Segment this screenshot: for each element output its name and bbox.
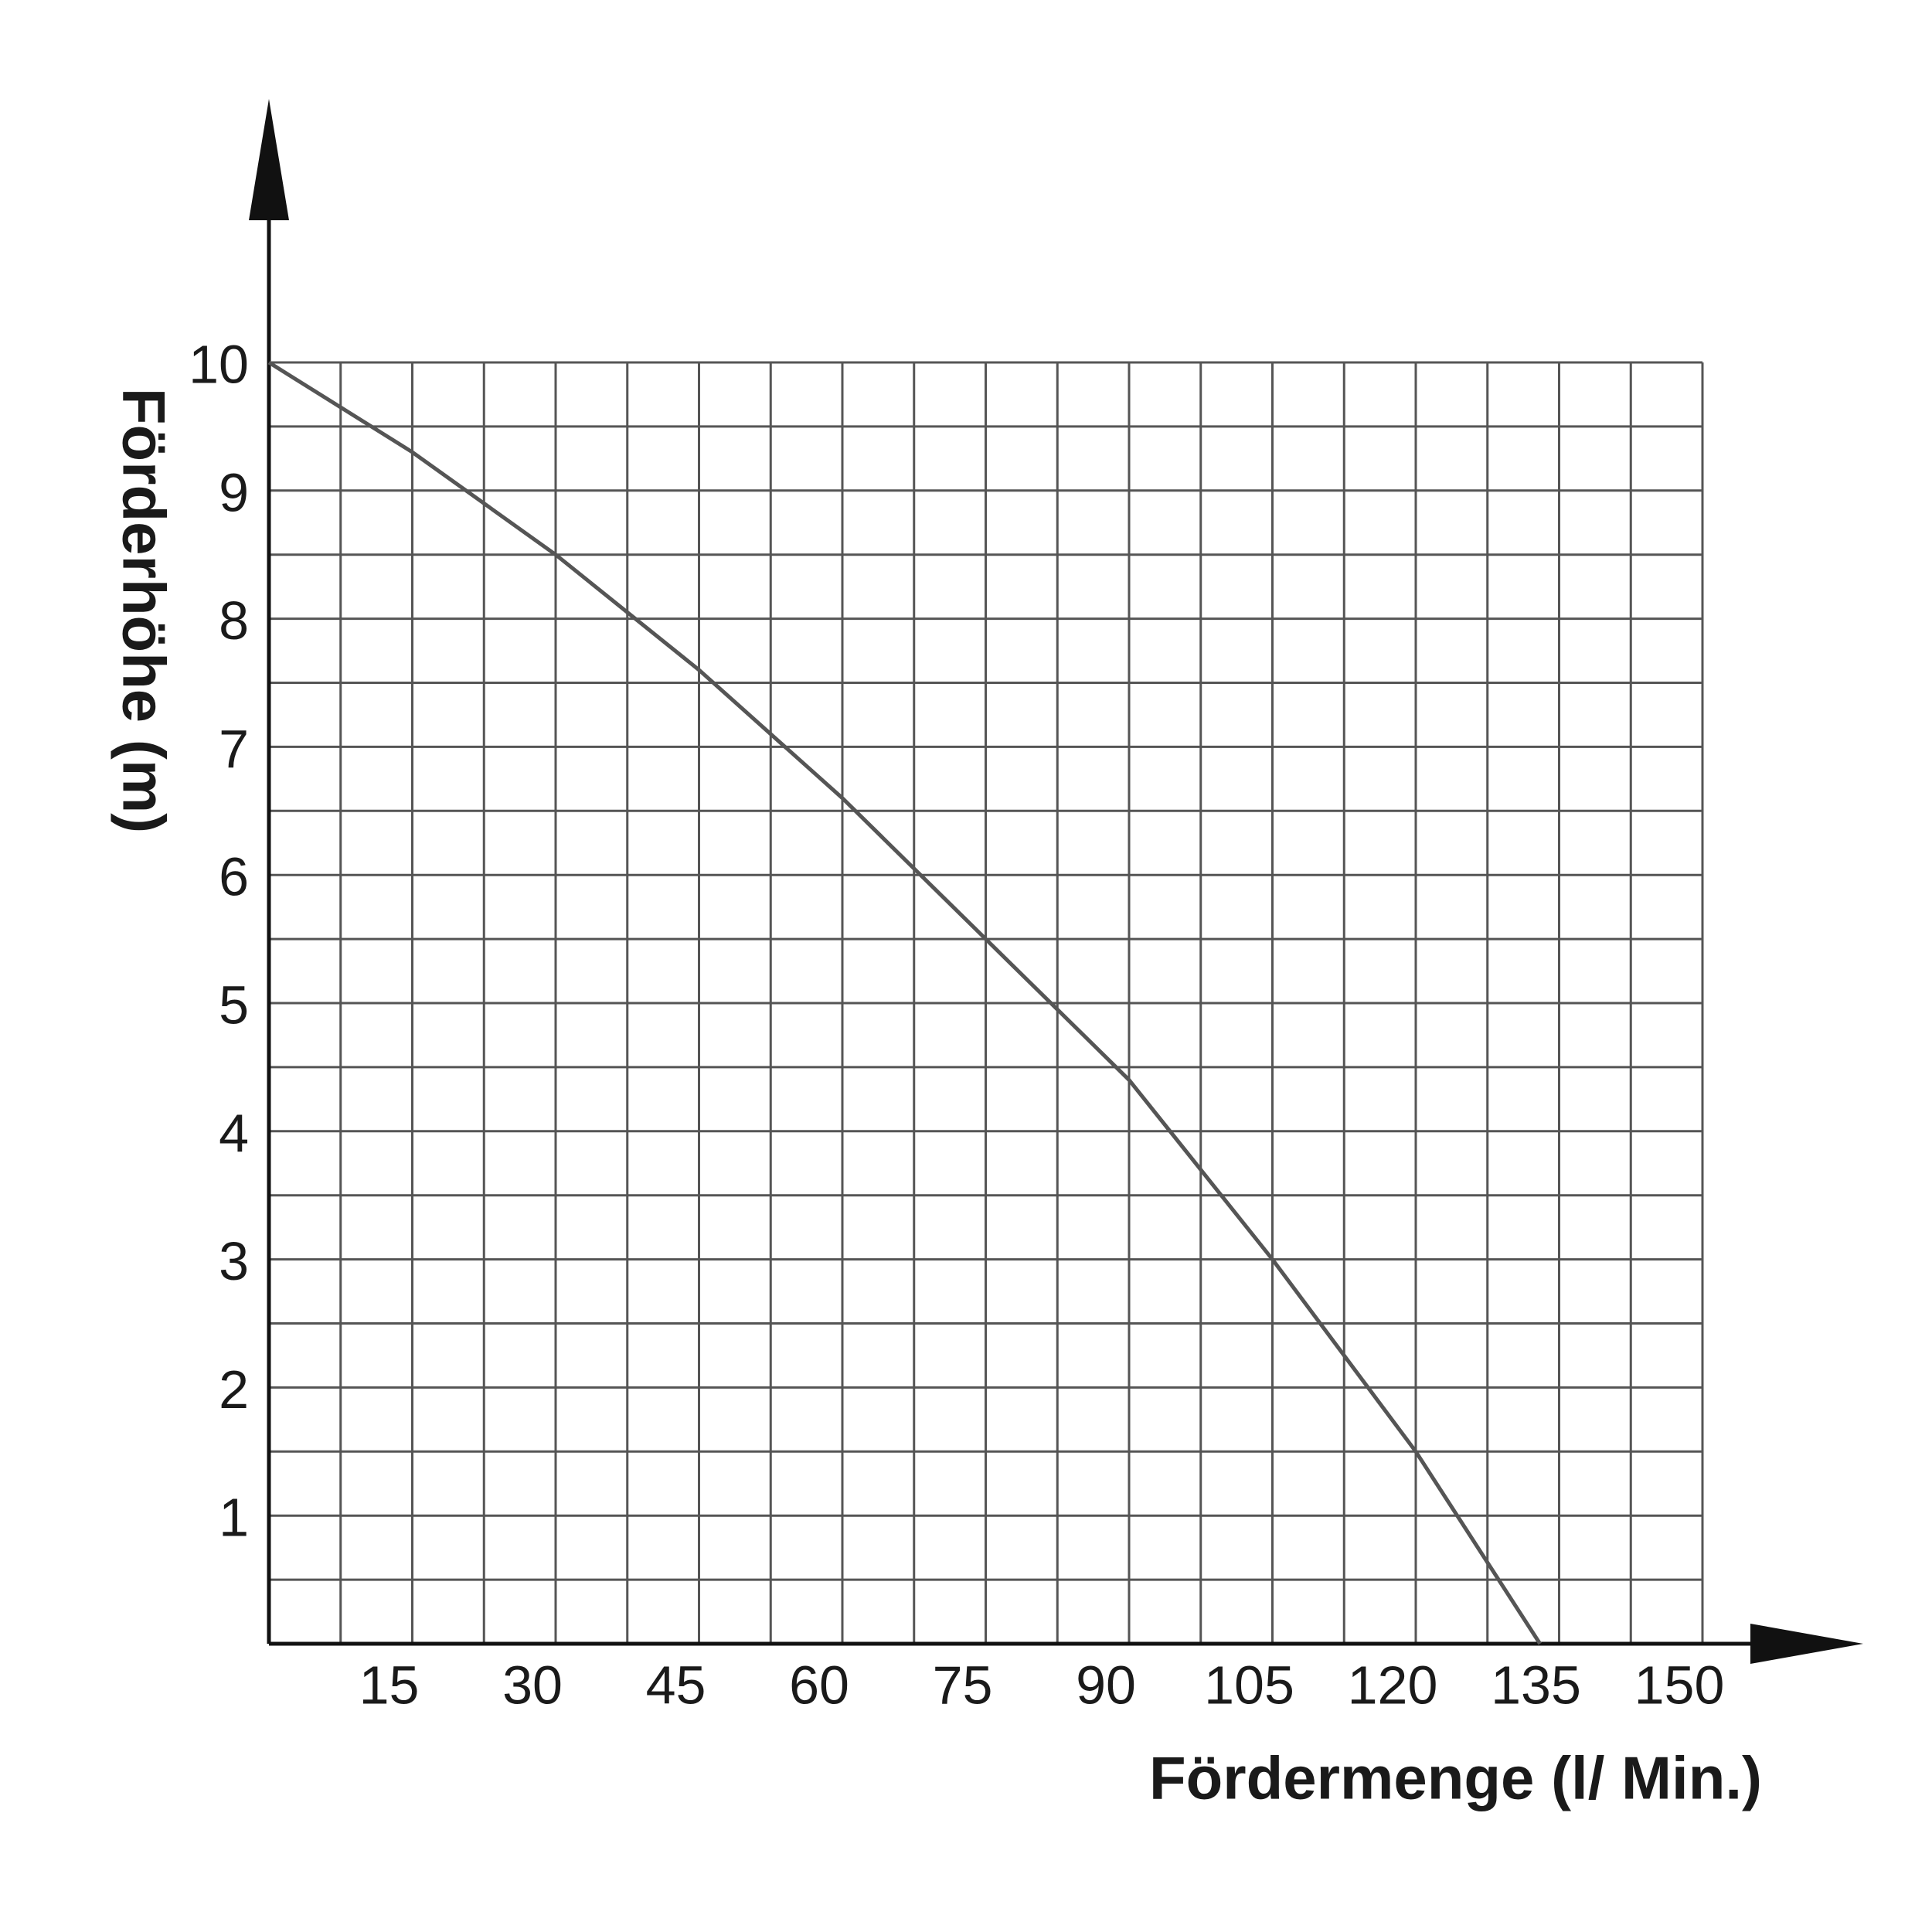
x-tick-label: 120 [1348,1655,1438,1715]
x-tick-label: 45 [646,1655,706,1715]
curve [267,360,1542,1645]
y-axis-title: Förderhöhe (m) [110,388,178,833]
x-tick-label: 135 [1491,1655,1581,1715]
y-tick-label: 3 [219,1231,249,1291]
x-tick-label: 150 [1634,1655,1725,1715]
y-tick-label: 9 [219,462,249,522]
x-axis-arrow [1750,1624,1863,1664]
y-axis-arrow [249,99,289,220]
y-tick-label: 1 [219,1488,249,1548]
x-tick-label: 90 [1076,1655,1136,1715]
x-tick-label: 30 [502,1655,563,1715]
y-tick-label: 10 [189,334,249,394]
y-tick-label: 8 [219,590,249,651]
x-tick-label: 75 [933,1655,993,1715]
y-tick-label: 6 [219,847,249,907]
x-axis-title: Fördermenge (l/ Min.) [1149,1744,1762,1812]
x-tick-label: 60 [789,1655,849,1715]
y-tick-label: 5 [219,975,249,1035]
x-tick-label: 105 [1204,1655,1294,1715]
x-tick-label: 15 [359,1655,420,1715]
y-tick-label: 2 [219,1359,249,1420]
y-tick-label: 4 [219,1103,249,1163]
y-tick-label: 7 [219,719,249,779]
